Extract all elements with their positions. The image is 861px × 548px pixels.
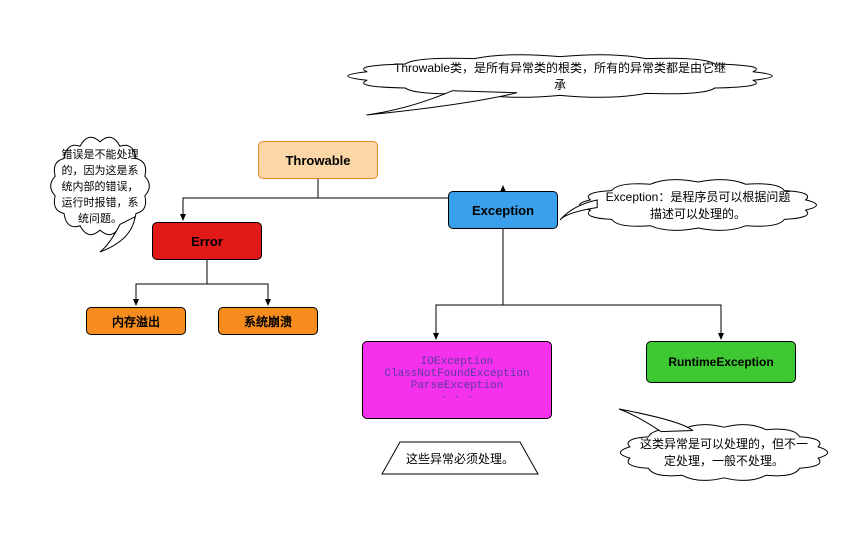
callout-text: 这类异常是可以处理的，但不一定处理，一般不处理。: [640, 432, 808, 474]
node-crash-label: 系统崩溃: [244, 313, 292, 330]
callout-error: 错误是不能处理的，因为这是系统内部的错误，运行时报错，系统问题。: [50, 138, 150, 234]
callout-runtime: 这类异常是可以处理的，但不一定处理，一般不处理。: [619, 425, 829, 480]
node-memory-label: 内存溢出: [112, 313, 160, 330]
banner-text: 这些异常必须处理。: [380, 440, 540, 476]
node-checked-exceptions: IOException ClassNotFoundException Parse…: [362, 341, 552, 419]
node-exception: Exception: [448, 191, 558, 229]
node-error-label: Error: [191, 234, 223, 249]
callout-text: 错误是不能处理的，因为这是系统内部的错误，运行时报错，系统问题。: [60, 150, 140, 223]
node-memory-overflow: 内存溢出: [86, 307, 186, 335]
callout-text: Throwable类，是所有异常类的根类，所有的异常类都是由它继承: [388, 60, 732, 92]
node-exception-label: Exception: [472, 203, 534, 218]
node-system-crash: 系统崩溃: [218, 307, 318, 335]
callout-exception: Exception：是程序员可以根据问题描述可以处理的。: [578, 180, 818, 230]
node-checked-label: IOException ClassNotFoundException Parse…: [384, 356, 529, 404]
node-error: Error: [152, 222, 262, 260]
callout-throwable: Throwable类，是所有异常类的根类，所有的异常类都是由它继承: [345, 55, 775, 97]
callout-text: Exception：是程序员可以根据问题描述可以处理的。: [602, 186, 794, 224]
banner-must-handle: 这些异常必须处理。: [380, 440, 540, 476]
node-throwable: Throwable: [258, 141, 378, 179]
node-throwable-label: Throwable: [285, 153, 350, 168]
node-runtime-label: RuntimeException: [668, 355, 773, 369]
node-runtime-exception: RuntimeException: [646, 341, 796, 383]
